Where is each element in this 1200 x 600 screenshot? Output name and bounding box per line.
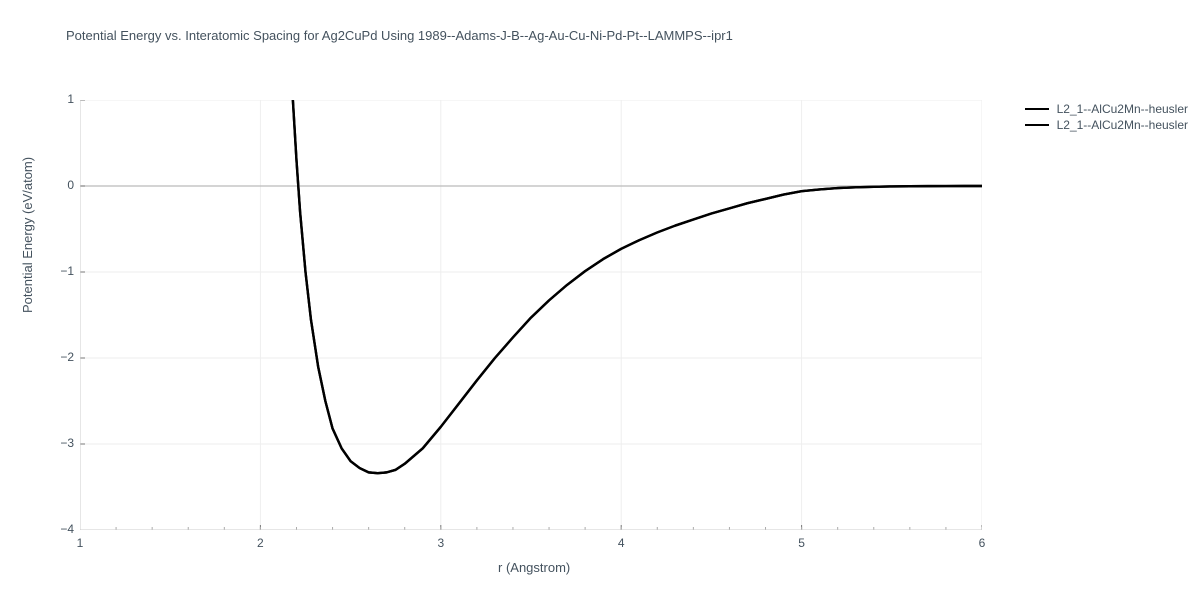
- x-tick-label: 1: [65, 536, 95, 550]
- y-tick-label: 0: [44, 178, 74, 192]
- x-tick-label: 6: [967, 536, 997, 550]
- x-tick-label: 3: [426, 536, 456, 550]
- legend-label: L2_1--AlCu2Mn--heusler: [1057, 102, 1188, 116]
- legend-item: L2_1--AlCu2Mn--heusler: [1025, 102, 1188, 116]
- x-tick-label: 2: [245, 536, 275, 550]
- x-axis-label: r (Angstrom): [498, 560, 570, 575]
- y-tick-label: −4: [44, 522, 74, 536]
- y-tick-label: −2: [44, 350, 74, 364]
- x-tick-label: 5: [787, 536, 817, 550]
- legend-line-icon: [1025, 124, 1049, 126]
- legend-item: L2_1--AlCu2Mn--heusler: [1025, 118, 1188, 132]
- y-tick-label: 1: [44, 92, 74, 106]
- x-tick-label: 4: [606, 536, 636, 550]
- y-tick-label: −3: [44, 436, 74, 450]
- chart-title: Potential Energy vs. Interatomic Spacing…: [66, 28, 733, 43]
- y-axis-label: Potential Energy (eV/atom): [20, 157, 35, 313]
- y-tick-label: −1: [44, 264, 74, 278]
- legend-line-icon: [1025, 108, 1049, 110]
- legend-label: L2_1--AlCu2Mn--heusler: [1057, 118, 1188, 132]
- legend: L2_1--AlCu2Mn--heusler L2_1--AlCu2Mn--he…: [1025, 102, 1188, 134]
- plot-svg: [80, 100, 982, 530]
